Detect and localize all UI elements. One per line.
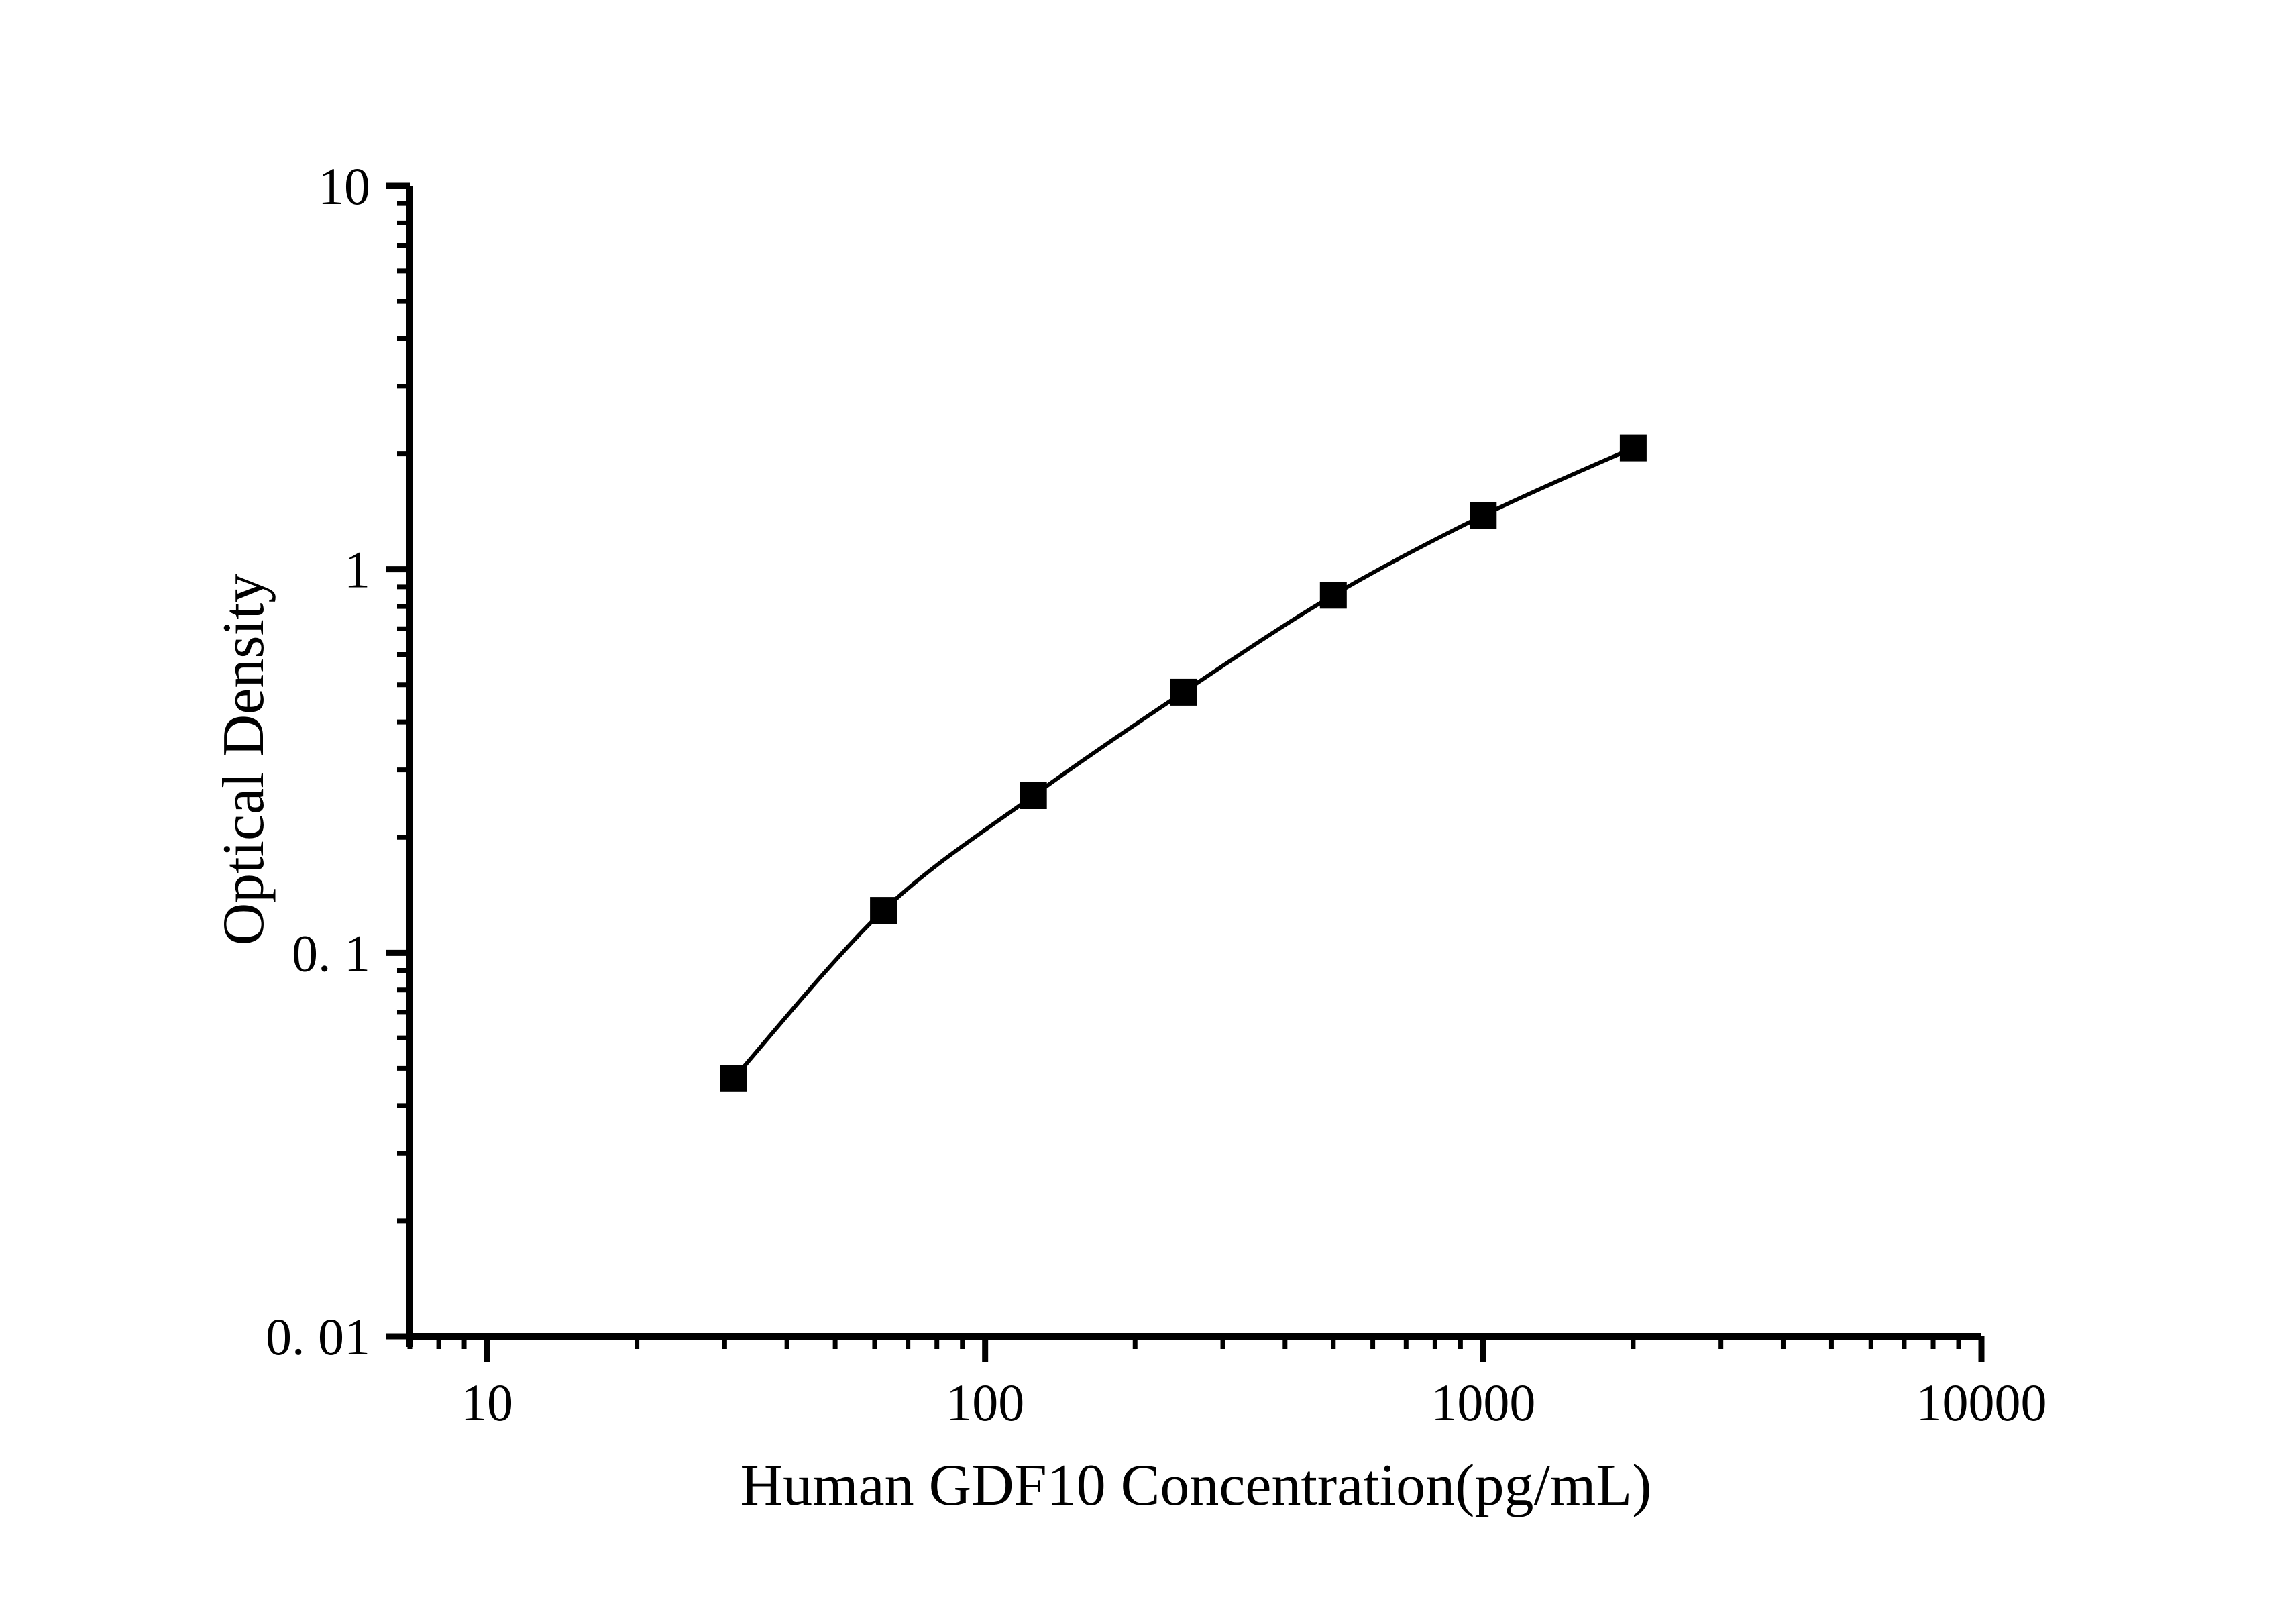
data-point-markers — [720, 434, 1647, 1092]
x-tick-label: 1000 — [1431, 1373, 1535, 1432]
data-point-marker — [1319, 582, 1347, 609]
x-axis-title: Human GDF10 Concentration(pg/mL) — [741, 1453, 1652, 1518]
data-series — [720, 434, 1647, 1092]
axes — [406, 186, 1981, 1347]
data-point-marker — [1020, 782, 1047, 809]
x-tick-label: 10 — [461, 1373, 513, 1432]
data-point-marker — [1170, 678, 1197, 706]
y-tick-label: 0. 01 — [266, 1307, 370, 1366]
y-tick-label: 0. 1 — [292, 924, 370, 982]
data-point-marker — [1470, 502, 1497, 529]
axis-ticks — [386, 182, 1985, 1362]
standard-curve-line — [732, 445, 1635, 1080]
data-point-marker — [870, 897, 897, 924]
y-tick-label: 1 — [344, 541, 370, 599]
y-tick-label: 10 — [318, 157, 370, 215]
data-point-marker — [1619, 434, 1647, 462]
x-tick-label: 10000 — [1916, 1373, 2047, 1432]
y-axis-title: Optical Density — [211, 574, 276, 946]
data-point-marker — [720, 1065, 747, 1092]
tick-labels: 10 100 1000 10000 10 1 0. 1 0. 01 — [266, 157, 2047, 1432]
x-tick-label: 100 — [946, 1373, 1024, 1432]
